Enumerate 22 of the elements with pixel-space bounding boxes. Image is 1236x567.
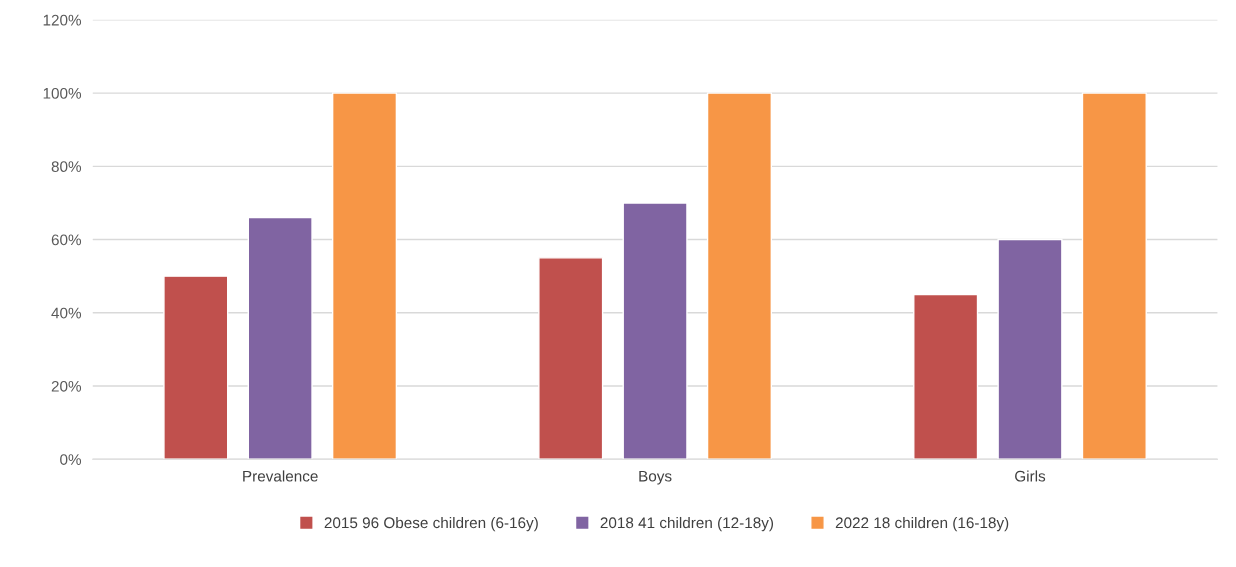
y-tick-label: 20% [51, 380, 82, 392]
x-tick-label: Prevalence [243, 470, 318, 482]
bar [1081, 92, 1147, 460]
y-tick-label: 40% [51, 307, 82, 319]
x-tick-label: Boys [639, 470, 672, 485]
x-tick-label: Girls [1015, 470, 1046, 482]
legend-label: 2022 18 children (16-18y) [835, 516, 1009, 532]
bar [163, 275, 229, 460]
y-tick-label: 60% [51, 234, 82, 246]
bar [331, 92, 398, 460]
bar [913, 293, 979, 460]
y-tick-label: 80% [51, 161, 82, 173]
y-tick-label: 100% [43, 87, 82, 99]
y-tick-label: 120% [43, 14, 82, 26]
bar [622, 202, 688, 460]
legend-label: 2015 96 Obese children (6-16y) [324, 516, 538, 532]
bar [997, 238, 1063, 460]
y-tick-label: 0% [60, 454, 82, 465]
bar [538, 257, 604, 460]
bar [706, 92, 773, 460]
bar [247, 216, 313, 460]
legend-label: 2018 41 children (12-18y) [600, 516, 774, 532]
